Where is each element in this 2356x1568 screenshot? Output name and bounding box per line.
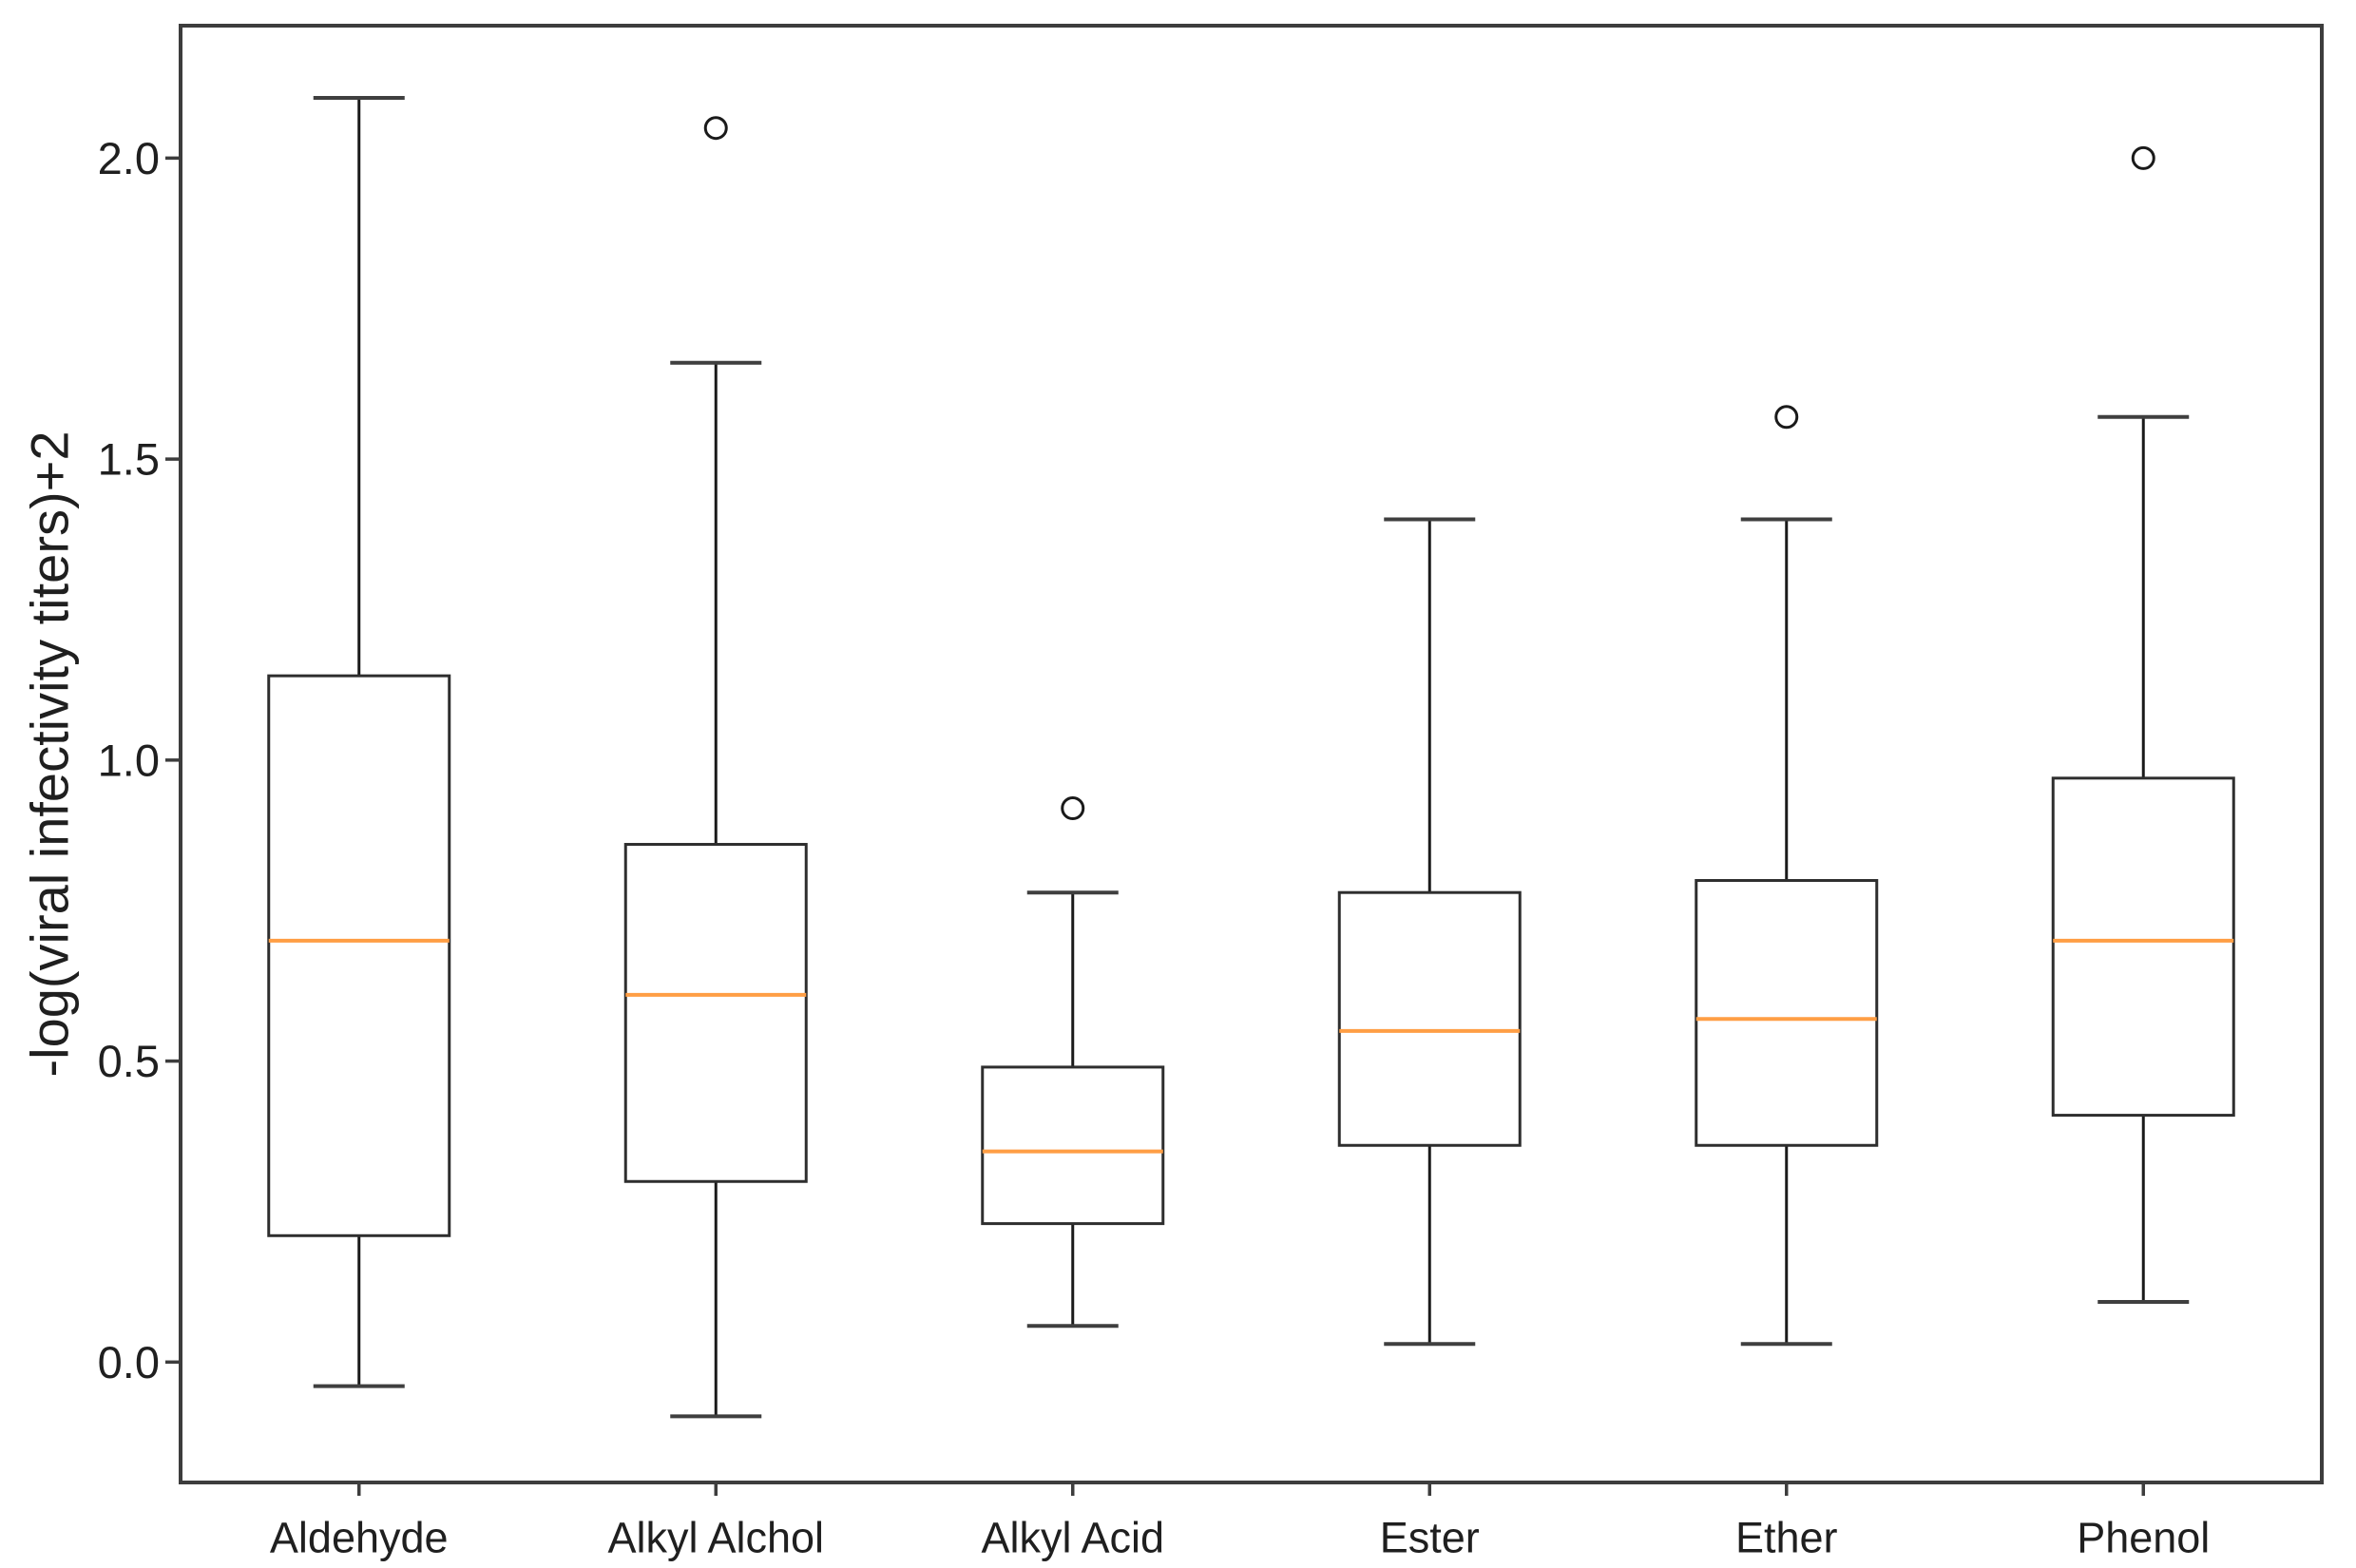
outlier-point xyxy=(1061,796,1085,821)
plot-frame xyxy=(179,24,2324,1484)
y-axis-label: -log(viral infectivity titers)+2 xyxy=(20,431,80,1078)
y-tick-label: 1.5 xyxy=(98,434,160,485)
iqr-box xyxy=(267,674,451,1237)
iqr-box xyxy=(1337,890,1522,1147)
outlier-point xyxy=(703,116,728,141)
iqr-box xyxy=(623,843,808,1183)
y-tick-label: 0.0 xyxy=(98,1337,160,1387)
iqr-box xyxy=(2051,776,2235,1118)
iqr-box xyxy=(1695,879,1879,1147)
outlier-point xyxy=(1774,405,1799,430)
x-tick-label-alkyl-alchol: Alkyl Alchol xyxy=(607,1514,824,1562)
x-tick-label-alkyl-acid: Alkyl Acid xyxy=(981,1514,1164,1562)
iqr-box xyxy=(981,1065,1165,1226)
x-tick-label-ether: Ether xyxy=(1735,1514,1838,1562)
x-tick-label-ester: Ester xyxy=(1380,1514,1480,1562)
y-tick-label: 0.5 xyxy=(98,1036,160,1086)
outlier-point xyxy=(2131,145,2155,170)
x-tick-label-phenol: Phenol xyxy=(2077,1514,2210,1562)
y-tick-label: 1.0 xyxy=(98,735,160,785)
x-tick-label-aldehyde: Aldehyde xyxy=(270,1514,449,1562)
y-tick-label: 2.0 xyxy=(98,133,160,183)
